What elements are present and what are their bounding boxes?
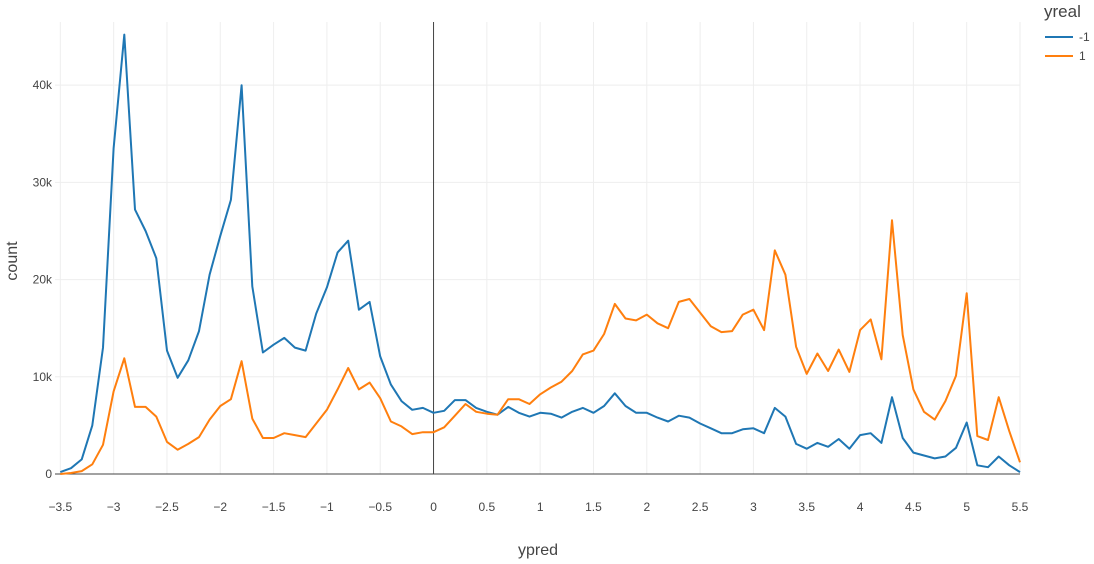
zero-lines — [55, 22, 1020, 475]
x-tick-label: −0.5 — [368, 500, 392, 514]
x-tick-label: 3 — [750, 500, 757, 514]
y-tick-label: 20k — [33, 273, 53, 287]
series-line-minus-1[interactable] — [59, 33, 1021, 474]
x-tick-label: 3.5 — [798, 500, 815, 514]
x-tick-label: 1 — [537, 500, 544, 514]
series-lines — [59, 33, 1021, 475]
x-tick-label: 2 — [643, 500, 650, 514]
y-tick-label: 10k — [33, 370, 53, 384]
y-tick-label: 30k — [33, 175, 53, 189]
legend[interactable]: yreal -11 — [1044, 2, 1090, 63]
x-tick-label: 5 — [963, 500, 970, 514]
legend-item[interactable]: 1 — [1045, 49, 1086, 63]
x-tick-label: −3 — [107, 500, 121, 514]
legend-label: -1 — [1079, 30, 1090, 44]
x-tick-label: 4 — [857, 500, 864, 514]
y-axis-title: count — [4, 241, 21, 281]
x-tick-label: −2.5 — [155, 500, 179, 514]
x-axis-title: ypred — [518, 542, 558, 559]
legend-items[interactable]: -11 — [1045, 30, 1090, 63]
x-tick-label: 1.5 — [585, 500, 602, 514]
y-tick-label: 40k — [33, 78, 53, 92]
legend-item[interactable]: -1 — [1045, 30, 1090, 44]
x-tick-label: 4.5 — [905, 500, 922, 514]
x-axis-ticks: −3.5 −3 −2.5 −2 −1.5 −1 −0.5 0 0.5 1 1.5 2 2.5 3 3.5 4 4… — [48, 500, 1028, 514]
x-tick-label: 0 — [430, 500, 437, 514]
x-tick-label: −1.5 — [262, 500, 286, 514]
x-tick-label: 0.5 — [479, 500, 496, 514]
x-tick-label: −2 — [213, 500, 227, 514]
legend-label: 1 — [1079, 49, 1086, 63]
series-line-1[interactable] — [60, 219, 1021, 475]
x-tick-label: −3.5 — [48, 500, 72, 514]
x-tick-label: 2.5 — [692, 500, 709, 514]
legend-title: yreal — [1044, 2, 1081, 21]
x-tick-label: 5.5 — [1012, 500, 1029, 514]
y-axis-ticks: 0 10k 20k 30k 40k — [33, 78, 53, 481]
grid — [55, 22, 1021, 474]
y-tick-label: 0 — [45, 467, 52, 481]
x-tick-label: −1 — [320, 500, 334, 514]
